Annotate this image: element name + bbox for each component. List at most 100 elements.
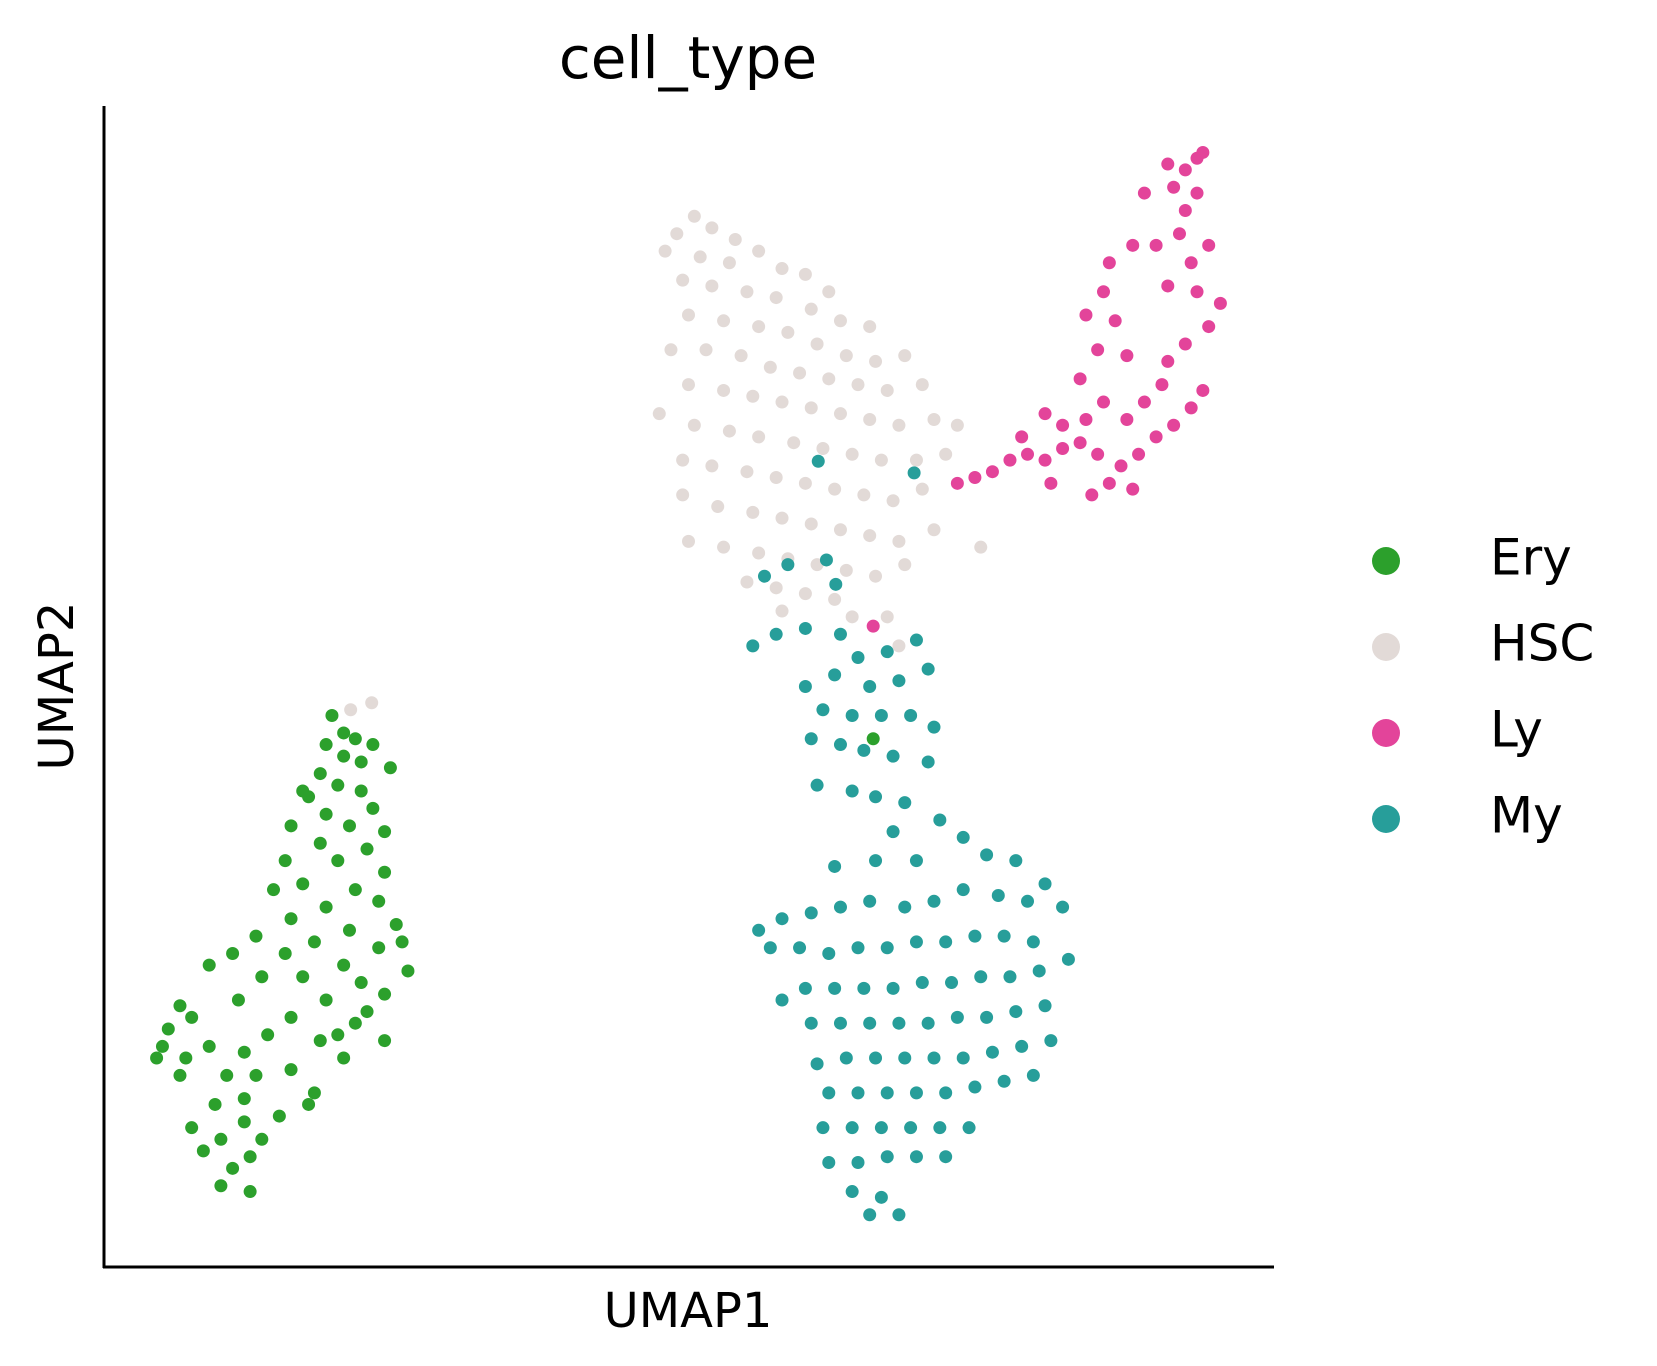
point <box>699 343 713 357</box>
point <box>798 267 812 281</box>
point <box>272 1109 286 1123</box>
point <box>775 993 789 1007</box>
point <box>313 1034 327 1048</box>
point <box>968 1080 982 1094</box>
point <box>278 947 292 961</box>
point <box>1079 308 1093 322</box>
point <box>892 1016 906 1030</box>
point <box>904 1121 918 1135</box>
point <box>950 418 964 432</box>
point <box>1132 447 1146 461</box>
point <box>693 250 707 264</box>
legend-marker <box>1372 719 1400 747</box>
point <box>728 233 742 247</box>
point <box>915 482 929 496</box>
point <box>863 680 877 693</box>
point <box>829 577 843 591</box>
point <box>296 970 310 984</box>
x-axis-label: UMAP1 <box>604 1283 773 1339</box>
point <box>816 703 830 717</box>
point <box>1085 488 1099 502</box>
point <box>366 738 380 752</box>
point <box>898 558 912 572</box>
point <box>237 1045 251 1059</box>
point <box>939 935 953 949</box>
point <box>763 360 777 374</box>
point <box>1120 412 1134 426</box>
point <box>1202 238 1216 252</box>
point <box>337 958 351 972</box>
point <box>722 424 736 438</box>
point <box>354 784 368 798</box>
point <box>711 500 725 514</box>
point <box>763 941 777 955</box>
point <box>968 929 982 943</box>
point <box>366 801 380 815</box>
point <box>828 668 842 682</box>
point <box>331 1028 345 1042</box>
point <box>950 476 964 490</box>
point <box>907 466 921 480</box>
point <box>1003 970 1017 984</box>
point <box>833 738 847 752</box>
point <box>372 894 386 908</box>
point <box>676 453 690 467</box>
point <box>734 349 748 363</box>
point <box>740 285 754 299</box>
point <box>798 476 812 490</box>
point <box>974 970 988 984</box>
point <box>833 407 847 421</box>
point <box>348 732 362 746</box>
point <box>898 900 912 914</box>
point <box>682 534 695 548</box>
point <box>342 923 356 937</box>
point <box>863 1208 877 1222</box>
point <box>863 1016 877 1030</box>
point <box>1196 383 1210 397</box>
point <box>857 488 871 502</box>
point <box>886 981 900 995</box>
point <box>331 778 345 792</box>
point <box>1015 1039 1029 1053</box>
point <box>337 749 351 763</box>
point <box>880 1150 894 1164</box>
point <box>1161 157 1175 171</box>
point <box>1178 163 1192 177</box>
point <box>804 302 818 316</box>
point <box>1026 935 1040 949</box>
point <box>869 790 883 804</box>
point <box>886 749 900 763</box>
point <box>1032 964 1046 978</box>
point <box>1021 894 1035 908</box>
point <box>249 929 263 943</box>
point <box>804 732 818 746</box>
point <box>319 900 333 914</box>
point <box>810 1057 824 1071</box>
point <box>822 372 836 386</box>
point <box>226 947 240 961</box>
point <box>1190 186 1204 200</box>
point <box>746 639 760 653</box>
point <box>1202 320 1216 334</box>
point <box>319 993 333 1007</box>
point <box>670 227 684 241</box>
point <box>401 964 415 978</box>
point <box>781 325 795 339</box>
point <box>909 935 923 949</box>
point <box>1149 238 1163 252</box>
point <box>956 1051 970 1065</box>
point <box>1167 418 1181 432</box>
point <box>869 854 883 868</box>
point <box>798 981 812 995</box>
point <box>1091 343 1105 357</box>
point <box>819 553 833 567</box>
y-axis-label: UMAP2 <box>29 602 85 771</box>
point <box>1073 372 1087 386</box>
point <box>909 453 923 467</box>
point <box>769 291 783 305</box>
point <box>851 941 865 955</box>
legend-marker <box>1372 633 1400 661</box>
point <box>1149 430 1163 444</box>
point <box>220 1068 234 1082</box>
point <box>237 1092 251 1106</box>
